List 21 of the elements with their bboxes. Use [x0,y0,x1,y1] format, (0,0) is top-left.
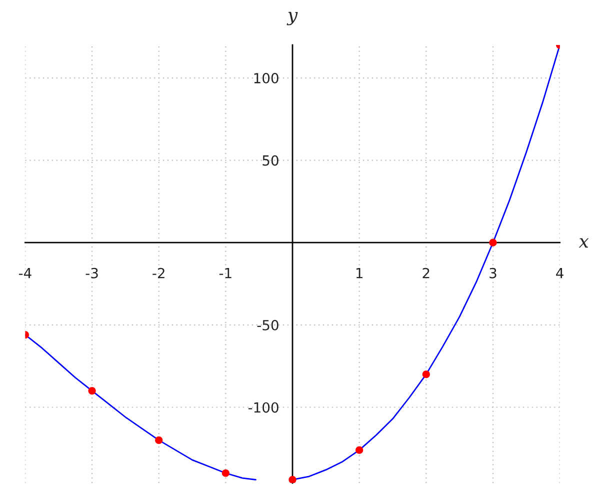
x-tick-label: -3 [86,268,98,278]
point [88,386,96,395]
x-tick-label: -2 [152,268,164,278]
y-tick-label: -100 [248,402,278,413]
x-tick-label: 3 [490,268,496,278]
y-tick-label: 50 [262,155,278,166]
x-tick-label: 1 [356,268,362,278]
y-tick-label: -50 [257,320,278,330]
x-tick-label: 2 [422,268,430,278]
x-tick-label: 4 [556,268,564,278]
point [489,238,497,246]
y-axis-title: y [286,12,298,26]
point [356,446,364,454]
y-tick-label: 100 [254,72,278,84]
point [155,436,163,444]
x-tick-label: -4 [18,268,32,278]
x-axis-title: x [578,238,589,248]
point [422,370,430,378]
point [222,469,230,477]
point [288,476,296,483]
x-tick-label: -1 [219,268,232,278]
